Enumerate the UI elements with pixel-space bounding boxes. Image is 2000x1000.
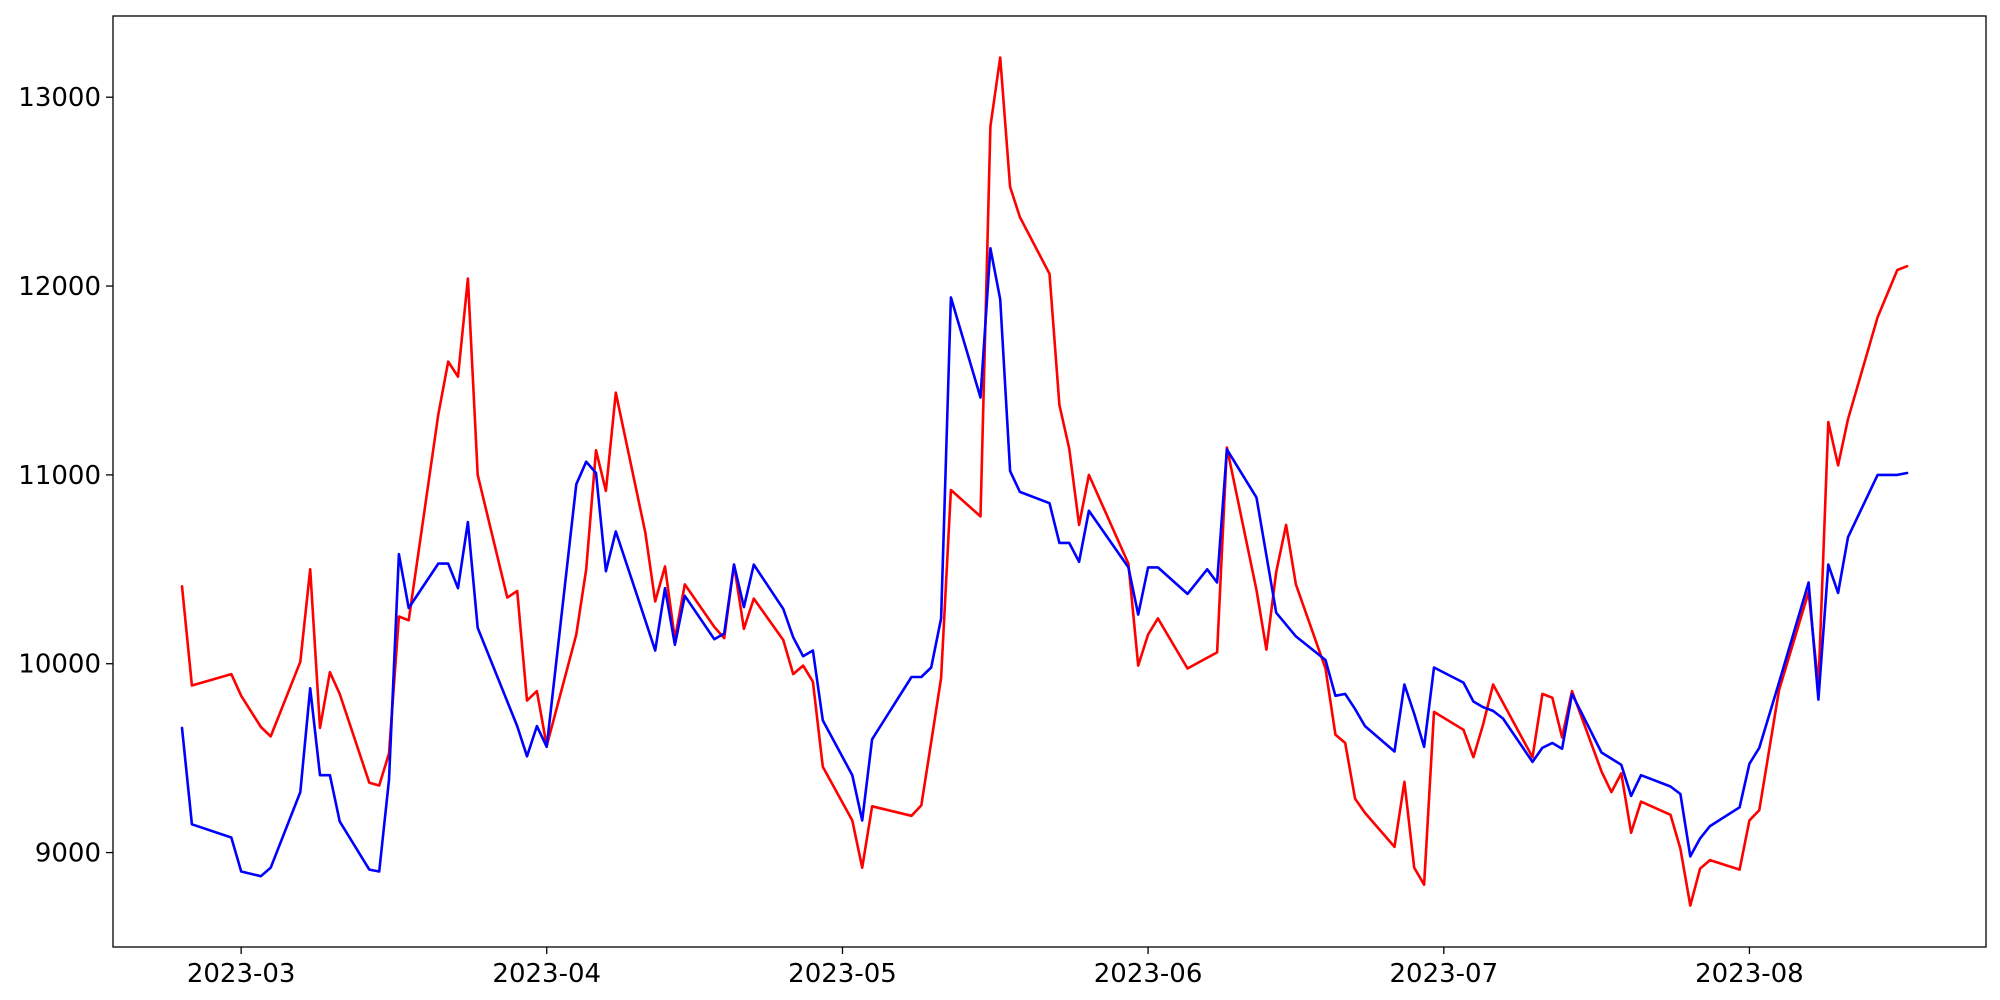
x-tick-label-5: 2023-07: [1389, 959, 1498, 989]
series-line-2: [180, 247, 1909, 878]
x-tick-label-1: 2023-03: [187, 959, 296, 989]
plot-area-frame: [112, 15, 1987, 948]
x-tick-label-2: 2023-04: [492, 959, 601, 989]
y-tick-label-4: 12000: [18, 272, 101, 302]
y-axis: 9000 10000 11000 12000 13000: [18, 83, 113, 869]
series-line-1: [180, 56, 1909, 907]
x-axis: 2023-03 2023-04 2023-05 2023-06 2023-07 2023-…: [187, 947, 1804, 989]
y-tick-label-3: 11000: [18, 461, 101, 491]
y-tick-label-5: 13000: [18, 83, 101, 113]
x-tick-label-6: 2023-08: [1695, 959, 1804, 989]
y-tick-label-2: 10000: [18, 650, 101, 680]
x-tick-label-3: 2023-05: [788, 959, 897, 989]
y-tick-label-1: 9000: [35, 839, 101, 869]
x-tick-label-4: 2023-06: [1094, 959, 1203, 989]
series-layer: [180, 56, 1909, 907]
